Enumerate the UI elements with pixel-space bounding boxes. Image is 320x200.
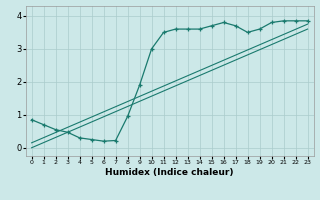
X-axis label: Humidex (Indice chaleur): Humidex (Indice chaleur) bbox=[105, 168, 234, 177]
